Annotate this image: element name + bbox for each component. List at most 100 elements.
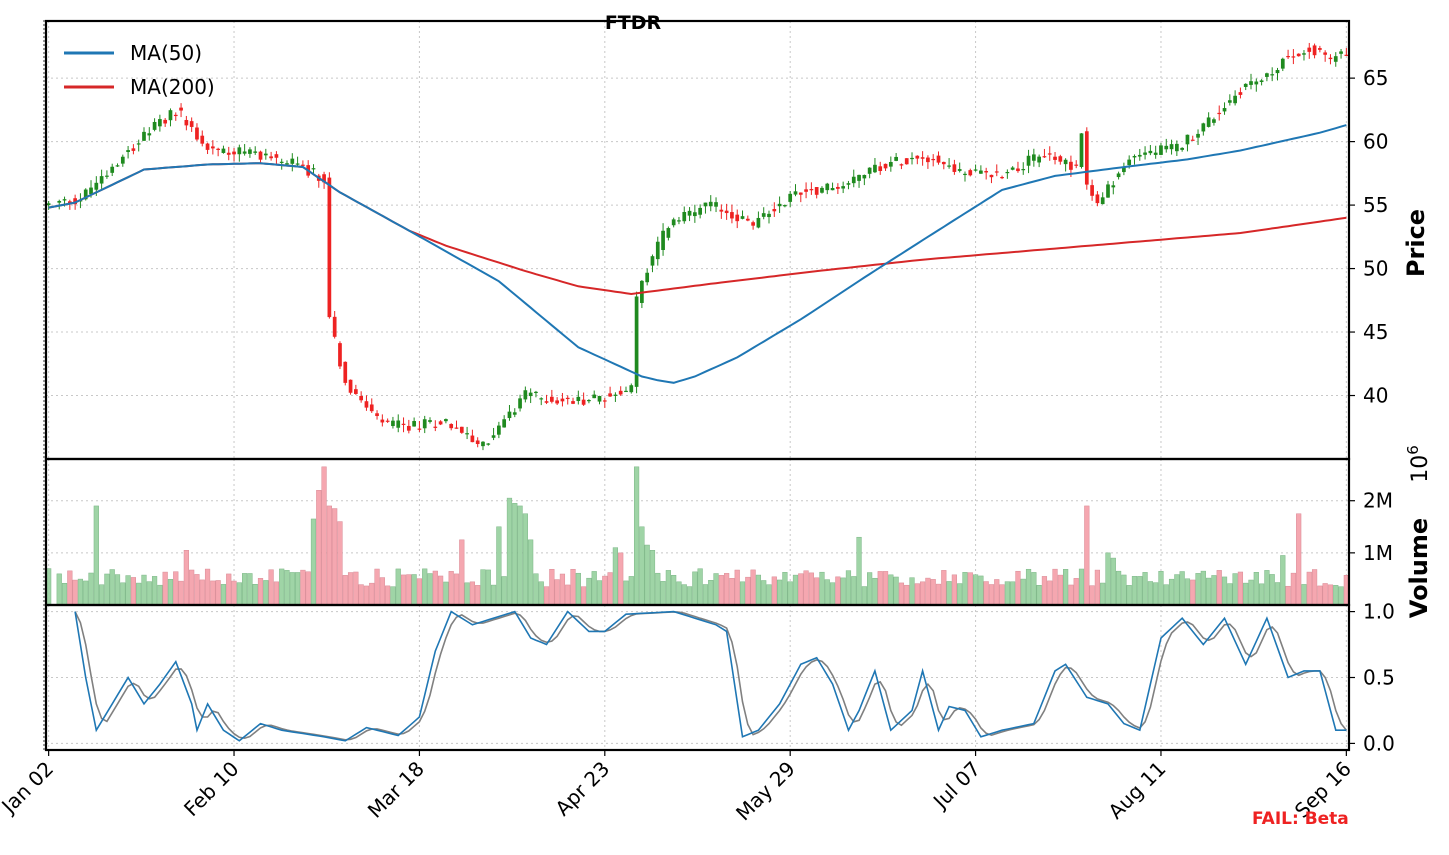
volume-bar <box>671 575 677 606</box>
candle-body <box>1047 153 1052 155</box>
volume-bar <box>1322 583 1328 606</box>
volume-bar <box>379 577 385 606</box>
candle-body <box>1026 155 1031 166</box>
volume-bar <box>353 571 359 606</box>
candle-body <box>359 396 364 401</box>
candle-body <box>1328 57 1333 60</box>
price-tick-label: 65 <box>1363 66 1388 90</box>
candle-body <box>745 218 750 221</box>
candle-body <box>899 164 904 166</box>
candle-body <box>210 146 215 149</box>
volume-bar <box>517 505 523 606</box>
volume-bar <box>1285 585 1291 606</box>
volume-bar <box>512 503 518 606</box>
oscillator-signal-line <box>74 611 1348 741</box>
candle-body <box>602 400 607 402</box>
volume-bar <box>1057 574 1063 606</box>
volume-bar <box>962 572 968 606</box>
volume-bar <box>136 582 142 606</box>
volume-bar <box>268 569 274 606</box>
candle-body <box>1042 156 1047 158</box>
volume-bar <box>882 571 889 606</box>
candle-body <box>1010 167 1015 170</box>
volume-bar <box>1338 586 1344 606</box>
volume-bar <box>1269 574 1275 606</box>
volume-bar <box>130 577 136 606</box>
candle-body <box>888 161 893 167</box>
volume-bar <box>141 574 147 606</box>
volume-bar <box>109 569 115 606</box>
volume-bar <box>1174 574 1180 606</box>
volume-bar <box>56 573 62 606</box>
volume-bar <box>824 579 830 606</box>
candle-body <box>1116 173 1121 178</box>
ma200-line <box>48 162 1347 296</box>
candle-body <box>894 156 898 161</box>
volume-bar <box>183 550 189 606</box>
candle-body <box>237 147 242 155</box>
candle-body <box>120 156 125 164</box>
volume-bar <box>390 586 396 606</box>
volume-bar <box>803 570 809 606</box>
candle-body <box>857 174 861 181</box>
candle-body <box>772 209 777 212</box>
volume-bar <box>972 574 979 606</box>
candle-body <box>836 186 840 189</box>
candle-body <box>83 189 88 200</box>
volume-bar <box>1041 576 1048 606</box>
volume-bar <box>475 585 481 606</box>
candle-body <box>931 158 936 161</box>
volume-bar <box>300 569 306 606</box>
volume-bar <box>210 580 216 606</box>
volume-bar <box>713 573 719 606</box>
volume-bar <box>305 571 311 606</box>
candle-body <box>1164 145 1169 150</box>
volume-bar <box>231 580 237 606</box>
volume-bar <box>146 581 152 606</box>
volume-bar <box>946 581 952 606</box>
volume-bar <box>204 568 211 606</box>
volume-bar <box>1137 576 1143 606</box>
volume-bar <box>93 505 99 606</box>
volume-bar <box>167 579 174 606</box>
volume-bar <box>1047 580 1053 606</box>
candle-body <box>703 202 708 207</box>
candle-body <box>613 394 618 396</box>
volume-bar <box>114 574 121 606</box>
x-tick-label: Jan 02 <box>0 757 58 820</box>
volume-bar <box>1306 571 1312 606</box>
volume-bar <box>718 575 724 606</box>
volume-bar <box>798 573 804 606</box>
candle-body <box>1058 156 1063 162</box>
volume-bar <box>877 571 883 606</box>
price-axis-label: Price <box>1402 209 1430 277</box>
volume-bar <box>565 584 571 606</box>
candle-body <box>671 219 676 226</box>
legend-label-ma50: MA(50) <box>130 41 202 65</box>
volume-bar <box>909 577 915 606</box>
candle-body <box>1132 156 1137 158</box>
x-tick-label: Apr 23 <box>550 757 614 821</box>
candle-body <box>714 202 718 207</box>
candle-body <box>110 166 115 173</box>
candle-body <box>115 165 120 167</box>
candle-body <box>767 213 771 218</box>
volume-bar <box>1317 585 1323 606</box>
candle-body <box>1270 74 1275 76</box>
volume-bar <box>554 579 560 606</box>
moving-average-lines <box>48 124 1347 384</box>
candle-body <box>592 394 597 399</box>
volume-bar <box>1147 581 1153 606</box>
volume-bar <box>957 583 963 606</box>
candle-body <box>730 212 734 219</box>
candle-body <box>1312 45 1317 56</box>
volume-bar <box>157 584 163 606</box>
volume-bar <box>1333 585 1339 606</box>
candle-body <box>459 426 464 433</box>
candle-body <box>338 343 342 367</box>
volume-bar <box>374 568 380 606</box>
candle-body <box>195 127 199 140</box>
volume-bar <box>61 582 68 606</box>
volume-bar <box>644 544 650 606</box>
volume-bar <box>941 570 947 606</box>
